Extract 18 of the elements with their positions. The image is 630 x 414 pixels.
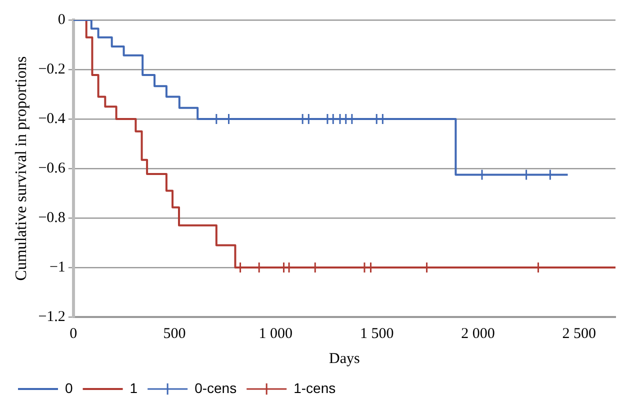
y-tick-label: −0.2 [38,61,66,78]
y-tick-label: −0.6 [38,160,66,176]
legend-label: 0-cens [194,380,237,396]
x-axis-title: Days [329,350,360,367]
x-tick-label: 0 [70,326,78,342]
y-tick-label: −0.8 [38,210,66,226]
y-tick-label: −0.4 [38,110,66,127]
x-tick-label: 1 000 [258,326,293,342]
x-tick-label: 2 000 [461,326,495,342]
y-axis-title: Cumulative survival in proportions [12,56,30,281]
y-tick-label: −1.2 [38,308,66,325]
x-tick-label: 1 500 [360,326,394,342]
y-tick-label: −1 [49,259,66,276]
y-tick-label: 0 [58,12,66,28]
x-tick-label: 500 [163,326,186,342]
legend-label: 1 [130,380,138,396]
x-tick-label: 2 500 [562,326,596,342]
legend-label: 1-cens [294,380,336,396]
